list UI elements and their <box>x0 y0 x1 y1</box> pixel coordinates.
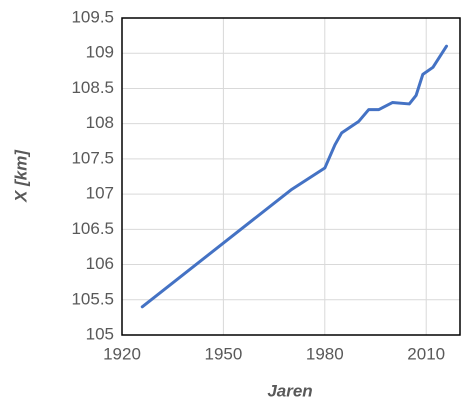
y-tick-label: 109 <box>86 43 114 62</box>
x-axis-title: Jaren <box>267 381 312 400</box>
y-tick-label: 107 <box>86 184 114 203</box>
data-line <box>140 44 448 309</box>
y-tick-label: 106.5 <box>71 219 114 238</box>
plot-frame <box>121 17 461 336</box>
y-tick-label: 107.5 <box>71 148 114 167</box>
y-tick-label: 105 <box>86 324 114 343</box>
y-axis-title: X [km] <box>11 149 30 203</box>
y-tick-label: 108 <box>86 113 114 132</box>
x-tick-label: 2010 <box>407 344 445 363</box>
y-tick-label: 108.5 <box>71 78 114 97</box>
x-tick-label: 1950 <box>204 344 242 363</box>
x-tick-label: 1920 <box>103 344 141 363</box>
y-tick-label: 109.5 <box>71 7 114 26</box>
x-tick-label: 1980 <box>306 344 344 363</box>
y-tick-label: 106 <box>86 254 114 273</box>
y-tick-label: 105.5 <box>71 289 114 308</box>
